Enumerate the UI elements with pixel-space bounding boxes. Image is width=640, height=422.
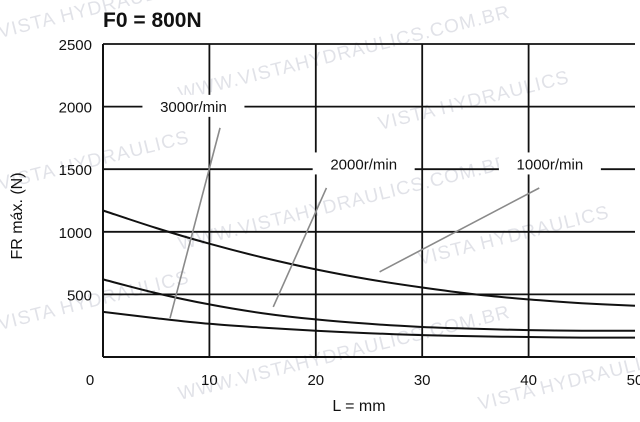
y-tick-label-1500: 1500: [59, 162, 92, 179]
chart-title: F0 = 800N: [103, 9, 202, 32]
x-tick-label-30: 30: [414, 372, 431, 389]
annotation-bg-3: [498, 152, 601, 175]
annotation-leader-2: [272, 187, 328, 308]
annotation-bg-1: [142, 94, 245, 117]
annotations: 3000r/min 2000r/min 1000r/min: [142, 94, 601, 319]
y-tick-label-2500: 2500: [59, 37, 92, 54]
watermark-4: VISTA HYDRAULICS: [0, 127, 192, 195]
x-tick-label-40: 40: [520, 372, 537, 389]
watermark-3: VISTA HYDRAULICS: [376, 67, 571, 135]
annotation-label-1: 3000r/min: [160, 99, 227, 116]
y-tick-label-500: 500: [67, 287, 92, 304]
annotation-leader-3: [379, 187, 540, 273]
annotation-label-2: 2000r/min: [330, 156, 397, 173]
series-lines: [102, 209, 636, 339]
series-line-1: [102, 209, 636, 307]
x-tick-label-0: 0: [86, 372, 94, 389]
x-tick-label-10: 10: [201, 372, 218, 389]
tick-labels: 0 10 20 30 40 50 500 1000 1500 2000 2500: [59, 37, 640, 389]
x-tick-label-50: 50: [627, 372, 640, 389]
watermark-7: VISTA HYDRAULICS: [0, 267, 192, 335]
y-tick-label-1000: 1000: [59, 225, 92, 242]
watermark-8: WWW.VISTAHYDRAULICS.COM.BR: [176, 302, 512, 405]
annotation-label-3: 1000r/min: [517, 156, 584, 173]
series-line-3: [102, 310, 636, 339]
watermark-6: VISTA HYDRAULICS: [416, 202, 611, 270]
annotation-bg-2: [312, 152, 415, 175]
watermark-2: WWW.VISTAHYDRAULICS.COM.BR: [176, 2, 512, 105]
annotation-leader-1: [169, 127, 221, 319]
series-line-2: [102, 278, 636, 332]
y-axis-label: FR máx. (N): [9, 172, 26, 259]
x-tick-label-20: 20: [307, 372, 324, 389]
x-axis-label: L = mm: [332, 398, 385, 415]
y-tick-label-2000: 2000: [59, 100, 92, 117]
grid: [102, 43, 635, 358]
